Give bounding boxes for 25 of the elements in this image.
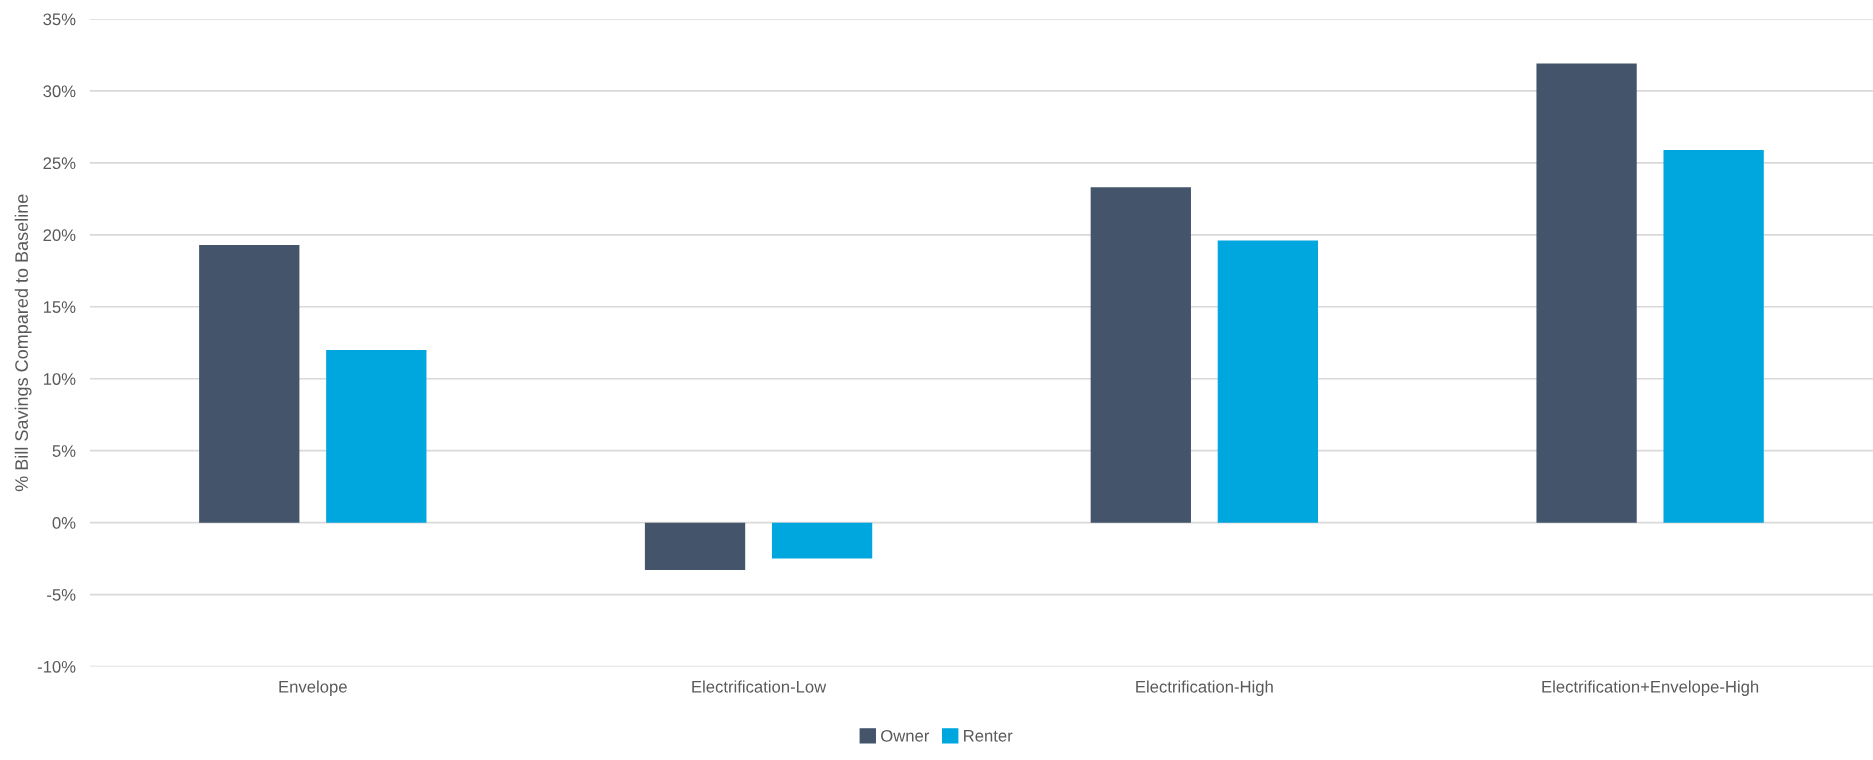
bar xyxy=(1536,63,1637,523)
bar xyxy=(1090,187,1191,523)
y-tick-label: -5% xyxy=(47,589,76,601)
x-tick-label: Electrification+Envelope-High xyxy=(1542,680,1759,696)
y-tick-label: -10% xyxy=(37,660,76,673)
y-axis-title: % Bill Savings Compared to Baseline xyxy=(14,194,32,492)
legend-label: Renter xyxy=(964,730,1013,742)
bar xyxy=(199,244,300,523)
legend-label: Owner xyxy=(881,729,930,742)
bar xyxy=(644,522,746,571)
y-tick-label: 0% xyxy=(52,517,76,529)
bar xyxy=(326,349,427,523)
y-tick-label: 25% xyxy=(43,157,76,170)
y-tick-label: 35% xyxy=(43,13,76,26)
bar xyxy=(1217,240,1319,523)
y-tick-label: 20% xyxy=(43,229,76,242)
bar xyxy=(1663,149,1764,523)
y-tick-label: 15% xyxy=(43,301,76,313)
x-tick-label: Electrification-Low xyxy=(692,680,827,693)
x-tick-label: Electrification-High xyxy=(1136,680,1273,696)
x-tick-label: Envelope xyxy=(279,680,347,696)
y-tick-label: 5% xyxy=(52,445,76,457)
y-tick-label: 10% xyxy=(43,373,76,385)
bar xyxy=(771,522,873,559)
y-tick-label: 30% xyxy=(43,85,76,98)
